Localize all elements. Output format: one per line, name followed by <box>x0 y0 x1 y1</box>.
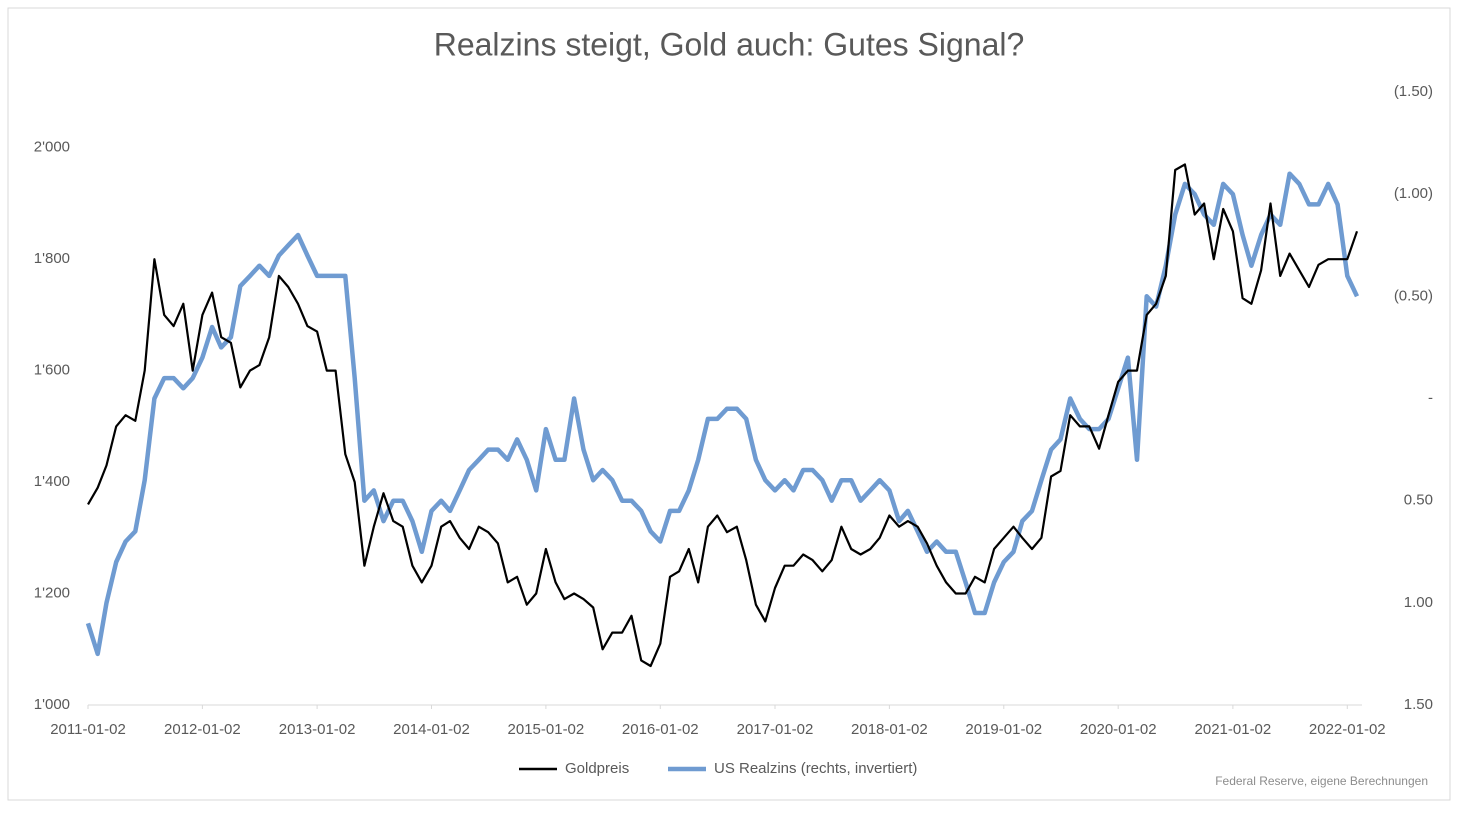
x-tick-label: 2021-01-02 <box>1195 721 1272 738</box>
x-tick-label: 2015-01-02 <box>508 721 585 738</box>
y-tick-label: 1'800 <box>34 250 70 267</box>
y2-tick-label: (1.50) <box>1394 83 1433 100</box>
x-tick-label: 2016-01-02 <box>622 721 699 738</box>
x-tick-label: 2018-01-02 <box>851 721 928 738</box>
y2-tick-label: (0.50) <box>1394 287 1433 304</box>
x-tick-label: 2022-01-02 <box>1309 721 1386 738</box>
series-line <box>87 163 1359 668</box>
x-tick-label: 2011-01-02 <box>50 721 126 738</box>
y2-tick-label: 1.00 <box>1404 594 1433 611</box>
x-tick-label: 2017-01-02 <box>737 721 814 738</box>
y-tick-label: 2'000 <box>34 139 70 156</box>
x-tick-label: 2014-01-02 <box>393 721 470 738</box>
legend-label: Goldpreis <box>565 760 629 777</box>
y2-tick-label: 1.50 <box>1404 696 1433 713</box>
y-tick-label: 1'000 <box>34 696 70 713</box>
y2-tick-label: (1.00) <box>1394 185 1433 202</box>
chart-frame <box>7 7 1451 801</box>
legend-label: US Realzins (rechts, invertiert) <box>714 760 917 777</box>
x-tick-label: 2012-01-02 <box>164 721 241 738</box>
y-tick-label: 1'200 <box>34 585 70 602</box>
x-tick-label: 2019-01-02 <box>965 721 1042 738</box>
y-tick-label: 1'600 <box>34 362 70 379</box>
x-tick-label: 2013-01-02 <box>279 721 356 738</box>
chart-title: Realzins steigt, Gold auch: Gutes Signal… <box>434 26 1025 62</box>
source-note: Federal Reserve, eigene Berechnungen <box>1215 774 1428 788</box>
y2-tick-label: 0.50 <box>1404 492 1433 509</box>
x-tick-label: 2020-01-02 <box>1080 721 1157 738</box>
y-tick-label: 1'400 <box>34 473 70 490</box>
y2-tick-label: - <box>1428 389 1433 406</box>
